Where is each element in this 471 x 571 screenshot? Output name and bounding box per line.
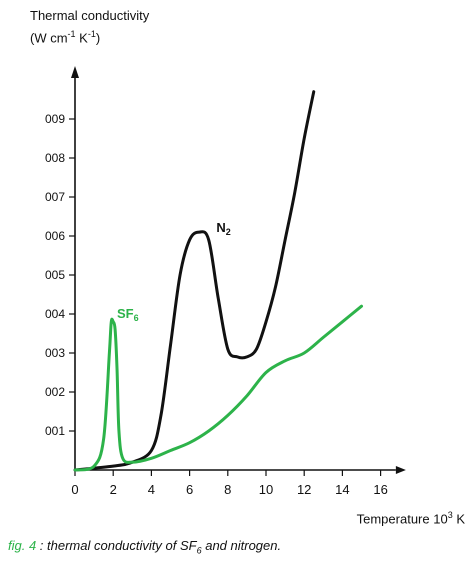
y-tick-label: 007 — [45, 190, 65, 204]
x-tick-label: 16 — [373, 482, 387, 497]
x-tick-label: 4 — [148, 482, 155, 497]
y-tick-label: 002 — [45, 385, 65, 399]
sf6-curve — [73, 304, 363, 472]
x-tick-label: 2 — [110, 482, 117, 497]
y-axis-title: Thermal conductivity — [30, 8, 150, 23]
sf6-label: SF6 — [117, 306, 139, 323]
x-tick-label: 6 — [186, 482, 193, 497]
n2-label: N2 — [216, 220, 230, 237]
x-axis-title: Temperature 103 K — [356, 510, 465, 527]
x-tick-label: 8 — [224, 482, 231, 497]
y-axis-arrow — [71, 66, 79, 78]
figure-caption: fig. 4 : thermal conductivity of SF6 and… — [8, 538, 282, 556]
y-tick-label: 008 — [45, 151, 65, 165]
caption-prefix: fig. 4 — [8, 538, 37, 553]
y-tick-label: 005 — [45, 268, 65, 282]
y-tick-label: 009 — [45, 112, 65, 126]
y-tick-label: 001 — [45, 424, 65, 438]
x-tick-label: 14 — [335, 482, 349, 497]
y-axis-unit: (W cm-1 K-1) — [30, 29, 101, 46]
x-tick-label: 0 — [71, 482, 78, 497]
y-tick-label: 003 — [45, 346, 65, 360]
y-tick-label: 004 — [45, 307, 65, 321]
thermal-conductivity-chart: 0 2 4 6 8 10 12 14 16 001 002 003 004 005 006 007 008 009… — [45, 66, 406, 497]
x-axis-arrow — [395, 466, 406, 474]
n2-curve — [73, 90, 316, 472]
y-tick-label: 006 — [45, 229, 65, 243]
x-tick-label: 10 — [259, 482, 273, 497]
x-tick-label: 12 — [297, 482, 311, 497]
